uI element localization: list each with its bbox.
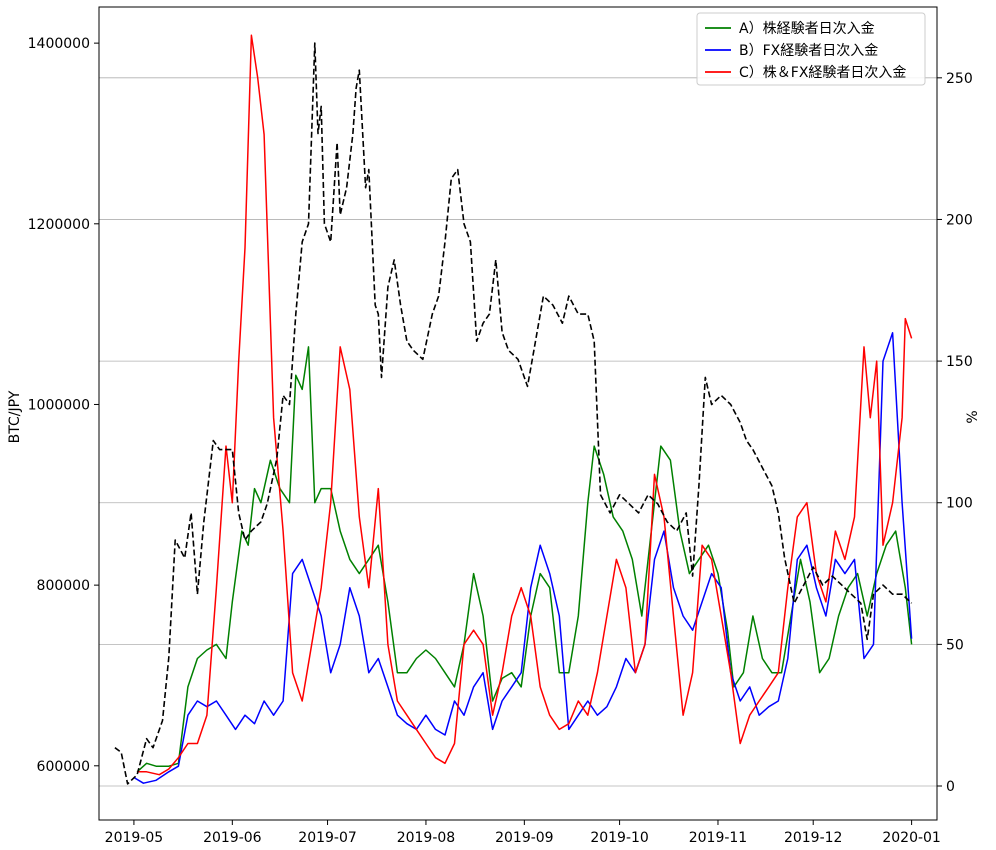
- y-right-tick-label: 100: [946, 496, 973, 512]
- y-left-tick-label: 800000: [37, 578, 90, 594]
- x-tick-label: 2019-05: [105, 830, 164, 846]
- y-right-axis: 0 50 100 150 200 250: [937, 71, 973, 795]
- legend-label: B）FX経験者日次入金: [739, 43, 878, 59]
- x-axis: 2019-05 2019-06 2019-07 2019-08 2019-09 2019-…: [105, 820, 941, 846]
- x-tick-label: 2019-09: [495, 830, 554, 846]
- y-right-tick-label: 50: [946, 637, 964, 653]
- y-left-tick-label: 600000: [37, 759, 90, 775]
- x-tick-label: 2019-10: [590, 830, 649, 846]
- x-tick-label: 2020-01: [882, 830, 941, 846]
- horizontal-gridlines: [99, 77, 937, 787]
- legend-box: [696, 12, 926, 86]
- series-line-1: [136, 346, 913, 773]
- y-right-tick-label: 200: [946, 212, 973, 228]
- series-layer: [114, 34, 913, 785]
- y-right-tick-label: 150: [946, 354, 973, 370]
- x-tick-label: 2019-12: [784, 830, 843, 846]
- legend: A）株経験者日次入金 B）FX経験者日次入金 C）株＆FX経験者日次入金: [696, 12, 926, 86]
- x-tick-label: 2019-11: [689, 830, 748, 846]
- y-left-tick-label: 1000000: [28, 397, 90, 413]
- y-left-axis-title: BTC/JPY: [7, 390, 23, 443]
- y-right-tick-label: 250: [946, 71, 973, 87]
- btc-price-line: [114, 42, 913, 785]
- y-right-tick-label: 0: [946, 779, 955, 795]
- x-tick-label: 2019-06: [203, 830, 262, 846]
- legend-label: C）株＆FX経験者日次入金: [739, 65, 906, 81]
- y-left-tick-label: 1200000: [28, 217, 90, 233]
- x-tick-label: 2019-07: [298, 830, 357, 846]
- y-right-axis-title: %: [965, 410, 981, 423]
- x-tick-label: 2019-08: [397, 830, 456, 846]
- legend-label: A）株経験者日次入金: [739, 21, 875, 37]
- plot-frame: [98, 6, 938, 821]
- series-line-3: [137, 34, 913, 776]
- y-left-tick-label: 1400000: [28, 36, 90, 52]
- y-left-axis: 600000 800000 1000000 1200000 1400000: [28, 36, 99, 775]
- series-line-2: [133, 332, 913, 784]
